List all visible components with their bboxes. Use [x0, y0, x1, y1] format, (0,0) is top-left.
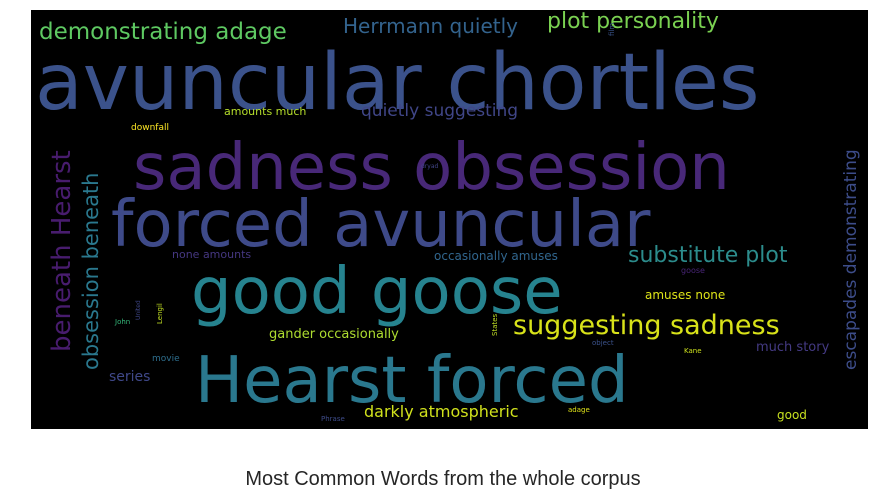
word-kane: Kane	[684, 347, 702, 355]
word-object: object	[592, 339, 614, 347]
word-phrase: Phrase	[321, 415, 345, 423]
word-lengil: Lengil	[156, 303, 164, 324]
word-amuses-none: amuses none	[645, 288, 726, 302]
word-herrmann-quietly: Herrmann quietly	[343, 14, 518, 38]
word-amounts-much: amounts much	[224, 105, 307, 118]
word-united: United	[135, 300, 142, 320]
word-much-story: much story	[756, 340, 830, 355]
word-sadness-obsession: sadness obsession	[133, 131, 730, 205]
word-states: States	[491, 313, 499, 336]
word-goose: goose	[681, 266, 705, 275]
word-dryad: dryad	[421, 163, 439, 170]
chart-caption: Most Common Words from the whole corpus	[245, 468, 641, 490]
word-good: good	[777, 408, 807, 422]
word-adage: adage	[568, 406, 590, 414]
word-plot-personality: plot personality	[547, 10, 719, 34]
word-darkly-atmospheric: darkly atmospheric	[364, 402, 519, 421]
word-movie: movie	[152, 354, 180, 364]
word-substitute-plot: substitute plot	[628, 243, 788, 268]
word-avuncular-chortles: avuncular chortles	[35, 38, 760, 128]
word-film: film	[608, 22, 616, 36]
word-good-goose: good goose	[191, 255, 563, 329]
word-escapades-demonstrating: escapades demonstrating	[841, 149, 861, 370]
word-cloud: avuncular chortles sadness obsession force…	[31, 10, 868, 429]
word-suggesting-sadness: suggesting sadness	[513, 310, 780, 341]
word-obsession-beneath: obsession beneath	[79, 172, 103, 370]
word-hearst-forced: Hearst forced	[195, 344, 629, 418]
word-demonstrating-adage: demonstrating adage	[39, 19, 287, 45]
word-quietly-suggesting: quietly suggesting	[361, 101, 519, 121]
word-beneath-hearst: beneath Hearst	[47, 150, 77, 352]
word-downfall: downfall	[131, 123, 169, 133]
word-none-amounts: none amounts	[172, 248, 252, 261]
word-gander-occasionally: gander occasionally	[269, 327, 399, 342]
word-forced-avuncular: forced avuncular	[111, 188, 651, 262]
word-occasionally-amuses: occasionally amuses	[434, 249, 558, 263]
word-series: series	[109, 369, 151, 385]
word-john: John	[115, 318, 131, 326]
